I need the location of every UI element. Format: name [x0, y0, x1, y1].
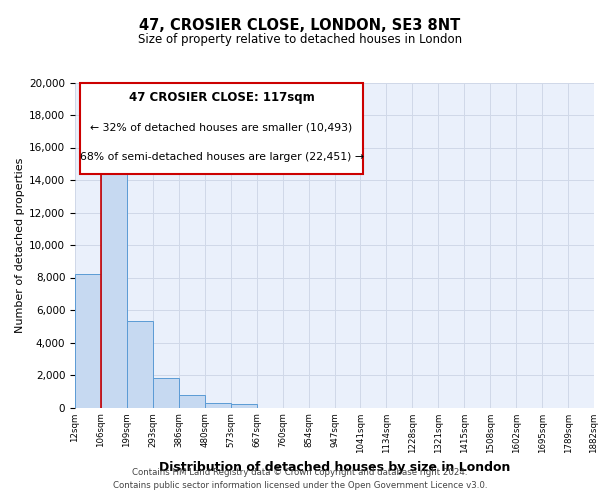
- Bar: [153, 378, 179, 408]
- Text: 47 CROSIER CLOSE: 117sqm: 47 CROSIER CLOSE: 117sqm: [129, 92, 314, 104]
- Bar: [101, 140, 127, 407]
- Text: Contains HM Land Registry data © Crown copyright and database right 2024.: Contains HM Land Registry data © Crown c…: [132, 468, 468, 477]
- Text: Size of property relative to detached houses in London: Size of property relative to detached ho…: [138, 32, 462, 46]
- Text: 68% of semi-detached houses are larger (22,451) →: 68% of semi-detached houses are larger (…: [80, 152, 364, 162]
- FancyBboxPatch shape: [80, 82, 363, 174]
- Bar: [231, 404, 257, 407]
- Text: ← 32% of detached houses are smaller (10,493): ← 32% of detached houses are smaller (10…: [91, 123, 353, 133]
- Bar: [179, 396, 205, 407]
- Text: Contains public sector information licensed under the Open Government Licence v3: Contains public sector information licen…: [113, 482, 487, 490]
- X-axis label: Distribution of detached houses by size in London: Distribution of detached houses by size …: [159, 461, 510, 474]
- Bar: [75, 274, 101, 407]
- Bar: [205, 402, 230, 407]
- Text: 47, CROSIER CLOSE, LONDON, SE3 8NT: 47, CROSIER CLOSE, LONDON, SE3 8NT: [139, 18, 461, 32]
- Y-axis label: Number of detached properties: Number of detached properties: [15, 158, 25, 332]
- Bar: [127, 322, 153, 408]
